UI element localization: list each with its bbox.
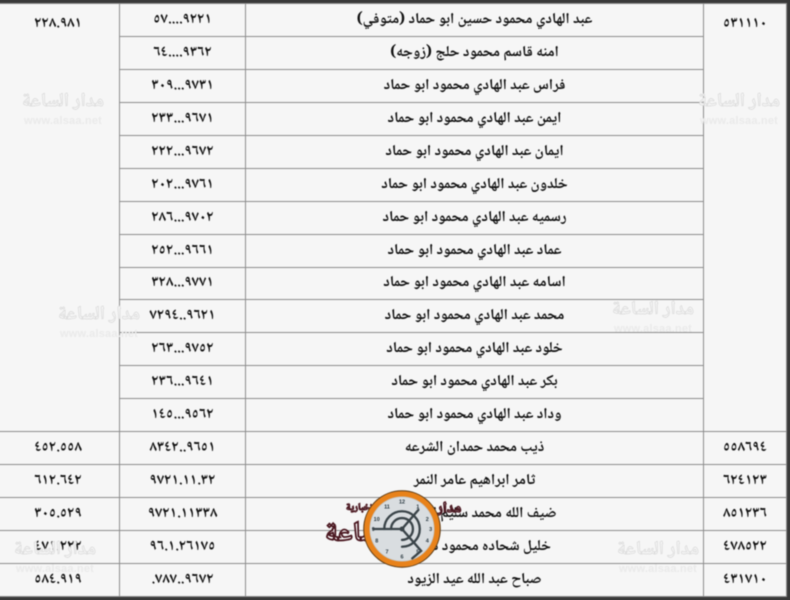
svg-text:10: 10 <box>374 517 380 523</box>
svg-text:4: 4 <box>426 539 429 545</box>
svg-text:12: 12 <box>399 500 405 506</box>
svg-text:8: 8 <box>375 539 378 545</box>
svg-text:7: 7 <box>385 550 388 556</box>
svg-text:11: 11 <box>384 505 390 511</box>
svg-text:6: 6 <box>400 554 403 560</box>
svg-text:2: 2 <box>426 517 429 523</box>
svg-text:3: 3 <box>429 527 432 533</box>
